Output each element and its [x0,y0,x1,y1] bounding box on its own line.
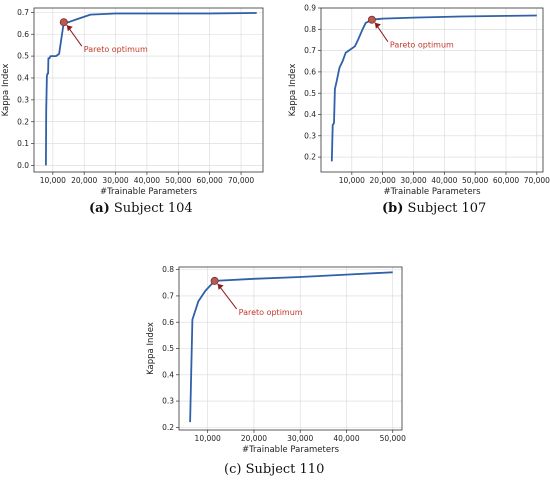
y-tick-label-c-1: 0.3 [162,397,174,406]
x-tick-label-a-5: 60,000 [197,176,223,185]
y-tick-label-a-3: 0.3 [17,95,29,104]
y-tick-label-b-0: 0.2 [304,153,316,162]
y-tick-label-b-2: 0.4 [304,110,316,119]
x-tick-label-b-5: 60,000 [493,176,519,185]
x-tick-label-c-2: 30,000 [287,434,313,443]
x-tick-label-c-0: 10,000 [195,434,221,443]
x-tick-label-b-3: 40,000 [431,176,457,185]
x-tick-label-a-3: 40,000 [134,176,160,185]
plot-area-b [321,8,543,172]
pareto-arrow-head-b [374,22,381,29]
y-tick-label-a-6: 0.6 [17,30,29,39]
y-tick-label-c-0: 0.2 [162,423,174,432]
caption-b-letter: (b) [382,201,404,216]
caption-a-text: Subject 104 [113,201,193,216]
chart-a-svg: 10,000 20,000 30,000 40,000 50,000 60,000 70,0… [1,7,264,197]
y-tick-label-a-0: 0.0 [17,161,29,170]
pareto-label-b: Pareto optimum [390,41,454,50]
y-tick-label-b-6: 0.8 [304,25,316,34]
y-tick-label-a-4: 0.4 [17,74,29,83]
caption-a: (a) Subject 104 [89,201,193,216]
x-tick-label-a-2: 30,000 [102,176,128,185]
pareto-arrow-head-c [217,283,224,290]
y-tick-label-c-4: 0.6 [162,318,174,327]
caption-c-letter: (c) [224,462,242,477]
series-line-a [45,12,257,166]
y-tick-label-b-3: 0.5 [304,89,316,98]
series-line-b [330,14,537,162]
y-tick-label-a-1: 0.1 [17,139,29,148]
x-tick-label-a-4: 50,000 [165,176,191,185]
caption-b: (b) Subject 107 [382,201,486,216]
chart-panel-c: 10,000 20,000 30,000 40,000 50,000 0.2 0.3 0.4 0… [139,255,411,465]
x-tick-label-a-1: 20,000 [71,176,97,185]
x-tick-label-c-1: 20,000 [241,434,267,443]
x-tick-label-a-0: 10,000 [40,176,66,185]
x-tick-label-b-2: 30,000 [400,176,426,185]
chart-c-svg: 10,000 20,000 30,000 40,000 50,000 0.2 0.3 0.4 0… [146,265,406,455]
y-tick-label-c-6: 0.8 [162,265,174,274]
chart-b-svg: 10,000 20,000 30,000 40,000 50,000 60,000 70,0… [288,4,550,197]
pareto-marker-b [367,15,376,24]
pareto-label-a: Pareto optimum [84,45,148,54]
caption-a-letter: (a) [89,201,110,216]
y-tick-label-c-3: 0.5 [162,344,174,353]
x-axis-label-a: #Trainable Parameters [100,187,198,197]
x-tick-label-b-0: 10,000 [339,176,365,185]
plot-area-a [34,8,263,172]
pareto-arrow-head-a [66,25,73,32]
caption-c: (c) Subject 110 [224,462,324,477]
y-tick-label-a-7: 0.7 [17,8,29,17]
y-axis-label-a: Kappa Index [1,64,11,117]
x-tick-label-b-6: 70,000 [524,176,550,185]
chart-panel-a: 10,000 20,000 30,000 40,000 50,000 60,000 70,0… [0,0,272,222]
chart-panel-b: 10,000 20,000 30,000 40,000 50,000 60,000 70,0… [283,0,550,222]
x-axis-label-c: #Trainable Parameters [242,445,340,455]
x-axis-label-b: #Trainable Parameters [383,187,481,197]
x-tick-label-c-4: 50,000 [380,434,406,443]
plot-frame-b [320,7,544,173]
y-tick-label-c-5: 0.7 [162,292,174,301]
pareto-marker-a [59,18,68,27]
y-tick-label-c-2: 0.4 [162,370,174,379]
x-tick-label-c-3: 40,000 [333,434,359,443]
y-tick-label-b-1: 0.3 [304,131,316,140]
pareto-label-c: Pareto optimum [239,308,303,317]
pareto-marker-c [210,276,219,285]
y-tick-label-a-5: 0.5 [17,52,29,61]
y-tick-label-b-7: 0.9 [304,4,316,13]
y-tick-label-a-2: 0.2 [17,117,29,126]
y-axis-label-c: Kappa Index [146,322,156,375]
caption-c-text: Subject 110 [245,462,325,477]
caption-b-text: Subject 107 [407,201,487,216]
y-axis-label-b: Kappa Index [288,64,298,117]
y-tick-label-b-5: 0.7 [304,46,316,55]
x-tick-label-b-4: 50,000 [462,176,488,185]
plot-frame-a [33,7,264,173]
y-tick-label-b-4: 0.6 [304,67,316,76]
pareto-arrow-line-c [217,283,238,310]
x-tick-label-b-1: 20,000 [370,176,396,185]
x-tick-label-a-6: 70,000 [228,176,254,185]
